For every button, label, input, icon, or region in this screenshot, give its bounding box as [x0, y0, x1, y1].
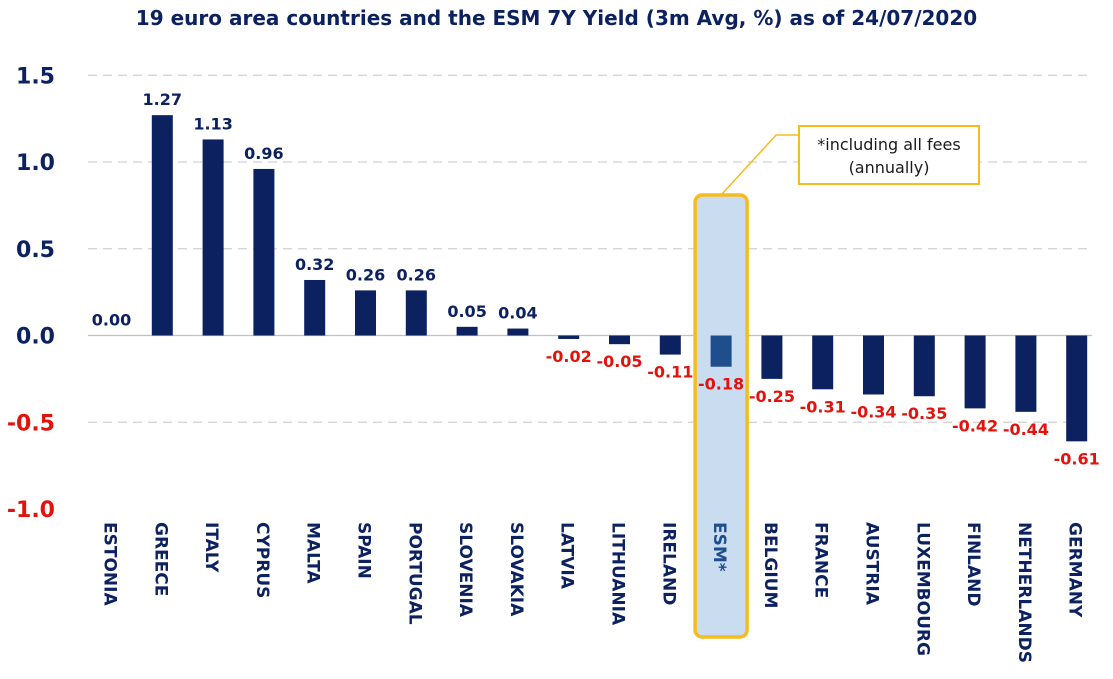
value-label: -0.25 — [749, 387, 795, 406]
callout-line-1: *including all fees — [817, 135, 961, 154]
y-tick-label: 0.5 — [16, 238, 55, 263]
bar-esm — [710, 335, 732, 367]
x-tick-label: IRELAND — [658, 522, 678, 605]
y-tick-label: -1.0 — [7, 498, 55, 523]
value-labels: 0.00 1.27 1.13 0.96 0.32 0.26 0.26 0.05 0.04 -0.0… — [92, 90, 1100, 468]
value-label: -0.31 — [800, 397, 846, 416]
x-axis: ESTONIA GREECE ITALY CYPRUS MALTA SPAIN PORTUG… — [100, 522, 1085, 663]
x-tick-label: SLOVENIA — [455, 522, 475, 618]
value-label: 0.26 — [397, 265, 436, 284]
bar-austria — [863, 335, 884, 395]
value-label: 1.27 — [143, 90, 182, 109]
value-label: 0.00 — [92, 311, 131, 330]
y-tick-label: 1.5 — [16, 64, 55, 89]
x-tick-label: PORTUGAL — [404, 522, 424, 625]
bar-portugal — [405, 290, 427, 336]
x-tick-label: SPAIN — [354, 522, 374, 579]
x-tick-label: FINLAND — [963, 522, 983, 607]
x-tick-label: LUXEMBOURG — [912, 522, 932, 656]
bar-netherlands — [1015, 335, 1037, 412]
value-label: 0.96 — [244, 144, 283, 163]
x-tick-label: ESM* — [709, 522, 729, 572]
y-tick-label: 1.0 — [16, 151, 55, 176]
bar-greece — [151, 115, 173, 336]
x-tick-label: GERMANY — [1065, 522, 1085, 618]
bar-latvia — [558, 335, 580, 339]
bar-luxembourg — [913, 335, 935, 397]
y-tick-label: -0.5 — [7, 411, 55, 436]
fees-callout: *including all fees (annually) — [798, 125, 980, 185]
value-label: -0.34 — [850, 402, 896, 421]
callout-connector-line — [720, 134, 798, 196]
x-tick-label: FRANCE — [811, 522, 831, 598]
value-label: 0.05 — [447, 302, 486, 321]
x-tick-label: MALTA — [303, 522, 323, 584]
value-label: -0.05 — [596, 352, 642, 371]
bar-slovakia — [507, 328, 529, 336]
value-label: -0.61 — [1054, 449, 1100, 468]
x-tick-label: BELGIUM — [760, 522, 780, 608]
bar-spain — [355, 290, 376, 336]
value-label: 0.26 — [346, 265, 385, 284]
x-tick-label: LITHUANIA — [608, 522, 628, 626]
value-label: -0.18 — [698, 375, 744, 394]
value-label: -0.02 — [546, 347, 592, 366]
y-tick-label: 0.0 — [16, 325, 55, 350]
bar-finland — [964, 335, 986, 409]
bar-germany — [1066, 335, 1088, 442]
x-tick-label: LATVIA — [557, 522, 577, 590]
x-tick-label: CYPRUS — [252, 522, 272, 598]
x-tick-label: GREECE — [150, 522, 170, 596]
bars — [151, 115, 1088, 442]
x-tick-label: ITALY — [201, 522, 221, 573]
y-axis: 1.5 1.0 0.5 0.0 -0.5 -1.0 — [7, 64, 55, 523]
value-label: -0.11 — [647, 363, 693, 382]
bar-slovenia — [456, 326, 478, 336]
bar-malta — [304, 279, 326, 336]
value-label: -0.35 — [901, 404, 947, 423]
value-label: 1.13 — [193, 114, 232, 133]
bar-cyprus — [253, 168, 275, 336]
x-tick-label: AUSTRIA — [862, 522, 882, 606]
bar-lithuania — [609, 335, 630, 345]
x-tick-label: NETHERLANDS — [1014, 522, 1034, 663]
bar-france — [812, 335, 834, 390]
value-label: 0.04 — [498, 304, 537, 323]
value-label: -0.42 — [952, 416, 998, 435]
bar-italy — [202, 139, 224, 336]
bar-ireland — [659, 335, 681, 355]
callout-line-2: (annually) — [848, 158, 930, 177]
x-tick-label: SLOVAKIA — [506, 522, 526, 617]
value-label: 0.32 — [295, 255, 334, 274]
chart-title: 19 euro area countries and the ESM 7Y Yi… — [135, 6, 978, 30]
bar-belgium — [761, 335, 783, 379]
x-tick-label: ESTONIA — [100, 522, 120, 606]
value-label: -0.44 — [1003, 420, 1049, 439]
